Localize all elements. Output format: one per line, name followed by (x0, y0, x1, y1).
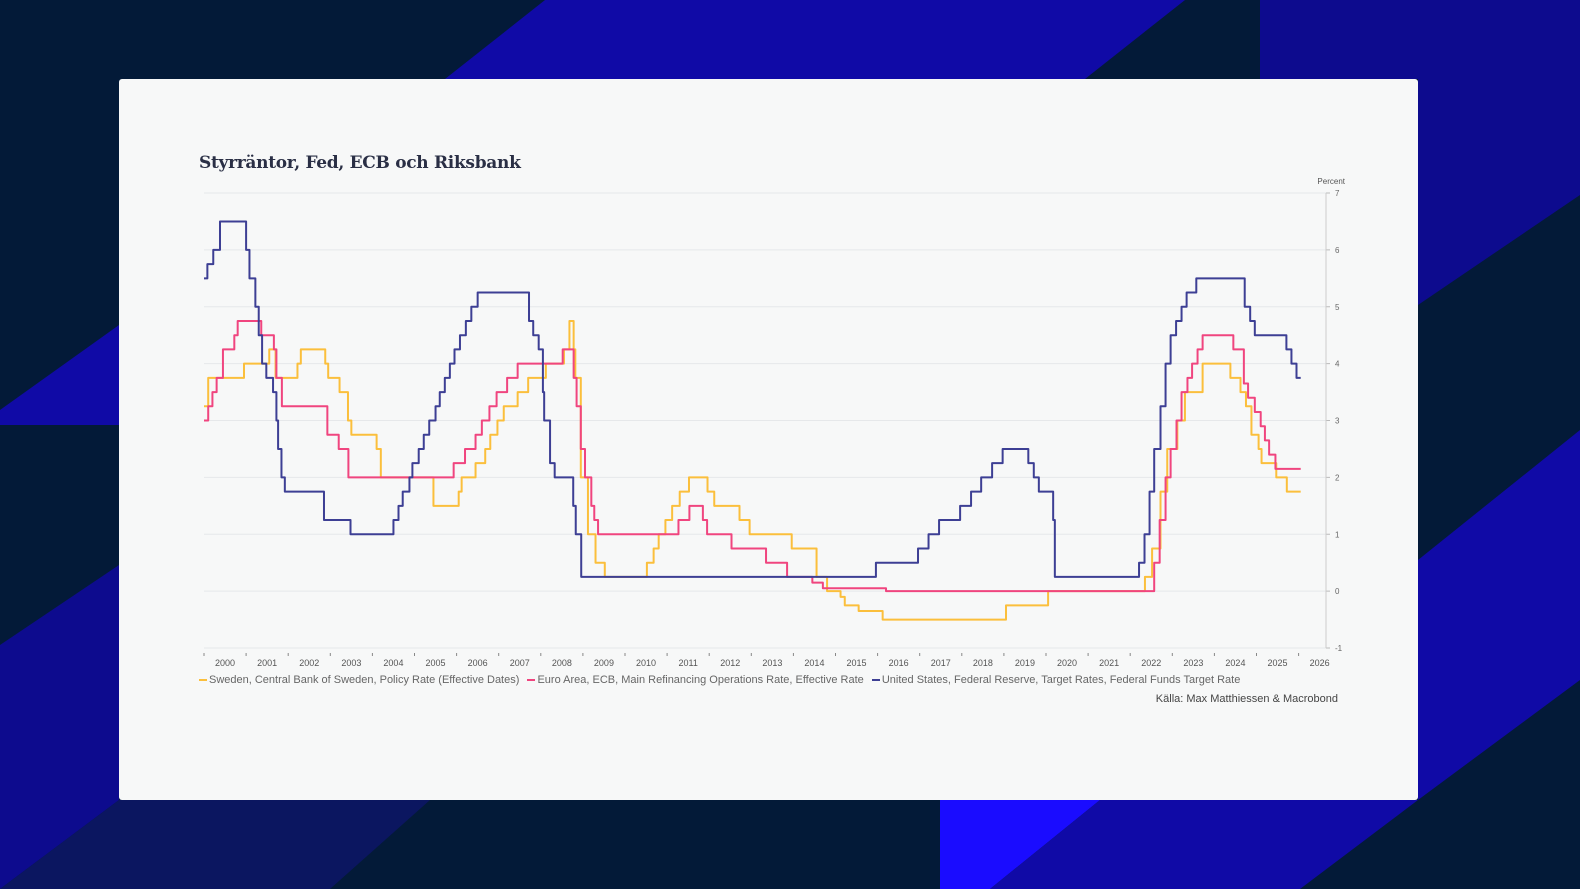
chart-title: Styrräntor, Fed, ECB och Riksbank (199, 153, 521, 173)
x-tick-label: 2017 (931, 658, 951, 668)
y-tick-label: 7 (1335, 189, 1340, 198)
legend-item-sweden: Sweden, Central Bank of Sweden, Policy R… (199, 674, 519, 686)
bg-stripe (0, 325, 119, 425)
bg-stripe (1418, 430, 1580, 800)
legend-swatch (527, 679, 536, 682)
legend-item-ecb: Euro Area, ECB, Main Refinancing Operati… (527, 674, 864, 686)
bg-stripe (940, 800, 1100, 889)
x-tick-label: 2026 (1310, 658, 1330, 668)
y-tick-label: -1 (1335, 644, 1343, 653)
bg-stripe (1260, 0, 1580, 305)
y-axis-label: Percent (1317, 177, 1345, 186)
bg-stripe (990, 800, 1418, 889)
x-tick-label: 2018 (973, 658, 993, 668)
x-tick-label: 2006 (468, 658, 488, 668)
source-note: Källa: Max Matthiessen & Macrobond (1155, 693, 1338, 705)
series-line-fed (204, 220, 1301, 578)
x-tick-label: 2010 (636, 658, 656, 668)
y-tick-label: 6 (1335, 246, 1340, 255)
series-line-ecb (204, 319, 1301, 593)
x-tick-label: 2012 (720, 658, 740, 668)
x-tick-label: 2004 (383, 658, 403, 668)
y-tick-label: 2 (1335, 473, 1340, 482)
x-tick-label: 2024 (1225, 658, 1245, 668)
bg-stripe (0, 565, 119, 889)
x-tick-label: 2001 (257, 658, 277, 668)
x-tick-label: 2025 (1268, 658, 1288, 668)
legend-swatch (871, 679, 880, 682)
x-tick-label: 2005 (426, 658, 446, 668)
y-tick-label: 5 (1335, 303, 1340, 312)
x-tick-label: 2016 (889, 658, 909, 668)
y-tick-label: 0 (1335, 587, 1340, 596)
x-tick-label: 2002 (299, 658, 319, 668)
x-tick-label: 2022 (1141, 658, 1161, 668)
legend-item-fed: United States, Federal Reserve, Target R… (871, 674, 1241, 686)
x-tick-label: 2021 (1099, 658, 1119, 668)
x-tick-label: 2020 (1057, 658, 1077, 668)
bg-stripe (445, 0, 1185, 79)
x-tick-label: 2015 (847, 658, 867, 668)
x-tick-label: 2013 (762, 658, 782, 668)
x-tick-label: 2000 (215, 658, 235, 668)
chart-legend: Sweden, Central Bank of Sweden, Policy R… (199, 674, 1245, 686)
legend-label: Euro Area, ECB, Main Refinancing Operati… (537, 674, 864, 686)
x-tick-label: 2003 (341, 658, 361, 668)
y-tick-label: 1 (1335, 530, 1340, 539)
chart-plot: -1 0 1 2 3 4 5 6 7 Percent 2000 2001 2002 2003 2004 200… (203, 177, 1346, 668)
legend-swatch (199, 679, 207, 682)
x-tick-label: 2007 (510, 658, 530, 668)
y-tick-label: 3 (1335, 417, 1340, 426)
x-tick-label: 2023 (1183, 658, 1203, 668)
y-tick-label: 4 (1335, 360, 1340, 369)
legend-label: United States, Federal Reserve, Target R… (881, 674, 1241, 686)
bg-stripe (0, 800, 430, 889)
x-tick-label: 2014 (804, 658, 824, 668)
legend-label: Sweden, Central Bank of Sweden, Policy R… (209, 674, 520, 686)
x-tick-label: 2009 (594, 658, 614, 668)
x-tick-label: 2008 (552, 658, 572, 668)
x-tick-label: 2011 (678, 658, 697, 668)
chart-card: Styrräntor, Fed, ECB och Riksbank -1 0 1 2 3… (119, 79, 1418, 800)
x-tick-label: 2019 (1015, 658, 1035, 668)
series-line-sweden (204, 319, 1301, 621)
